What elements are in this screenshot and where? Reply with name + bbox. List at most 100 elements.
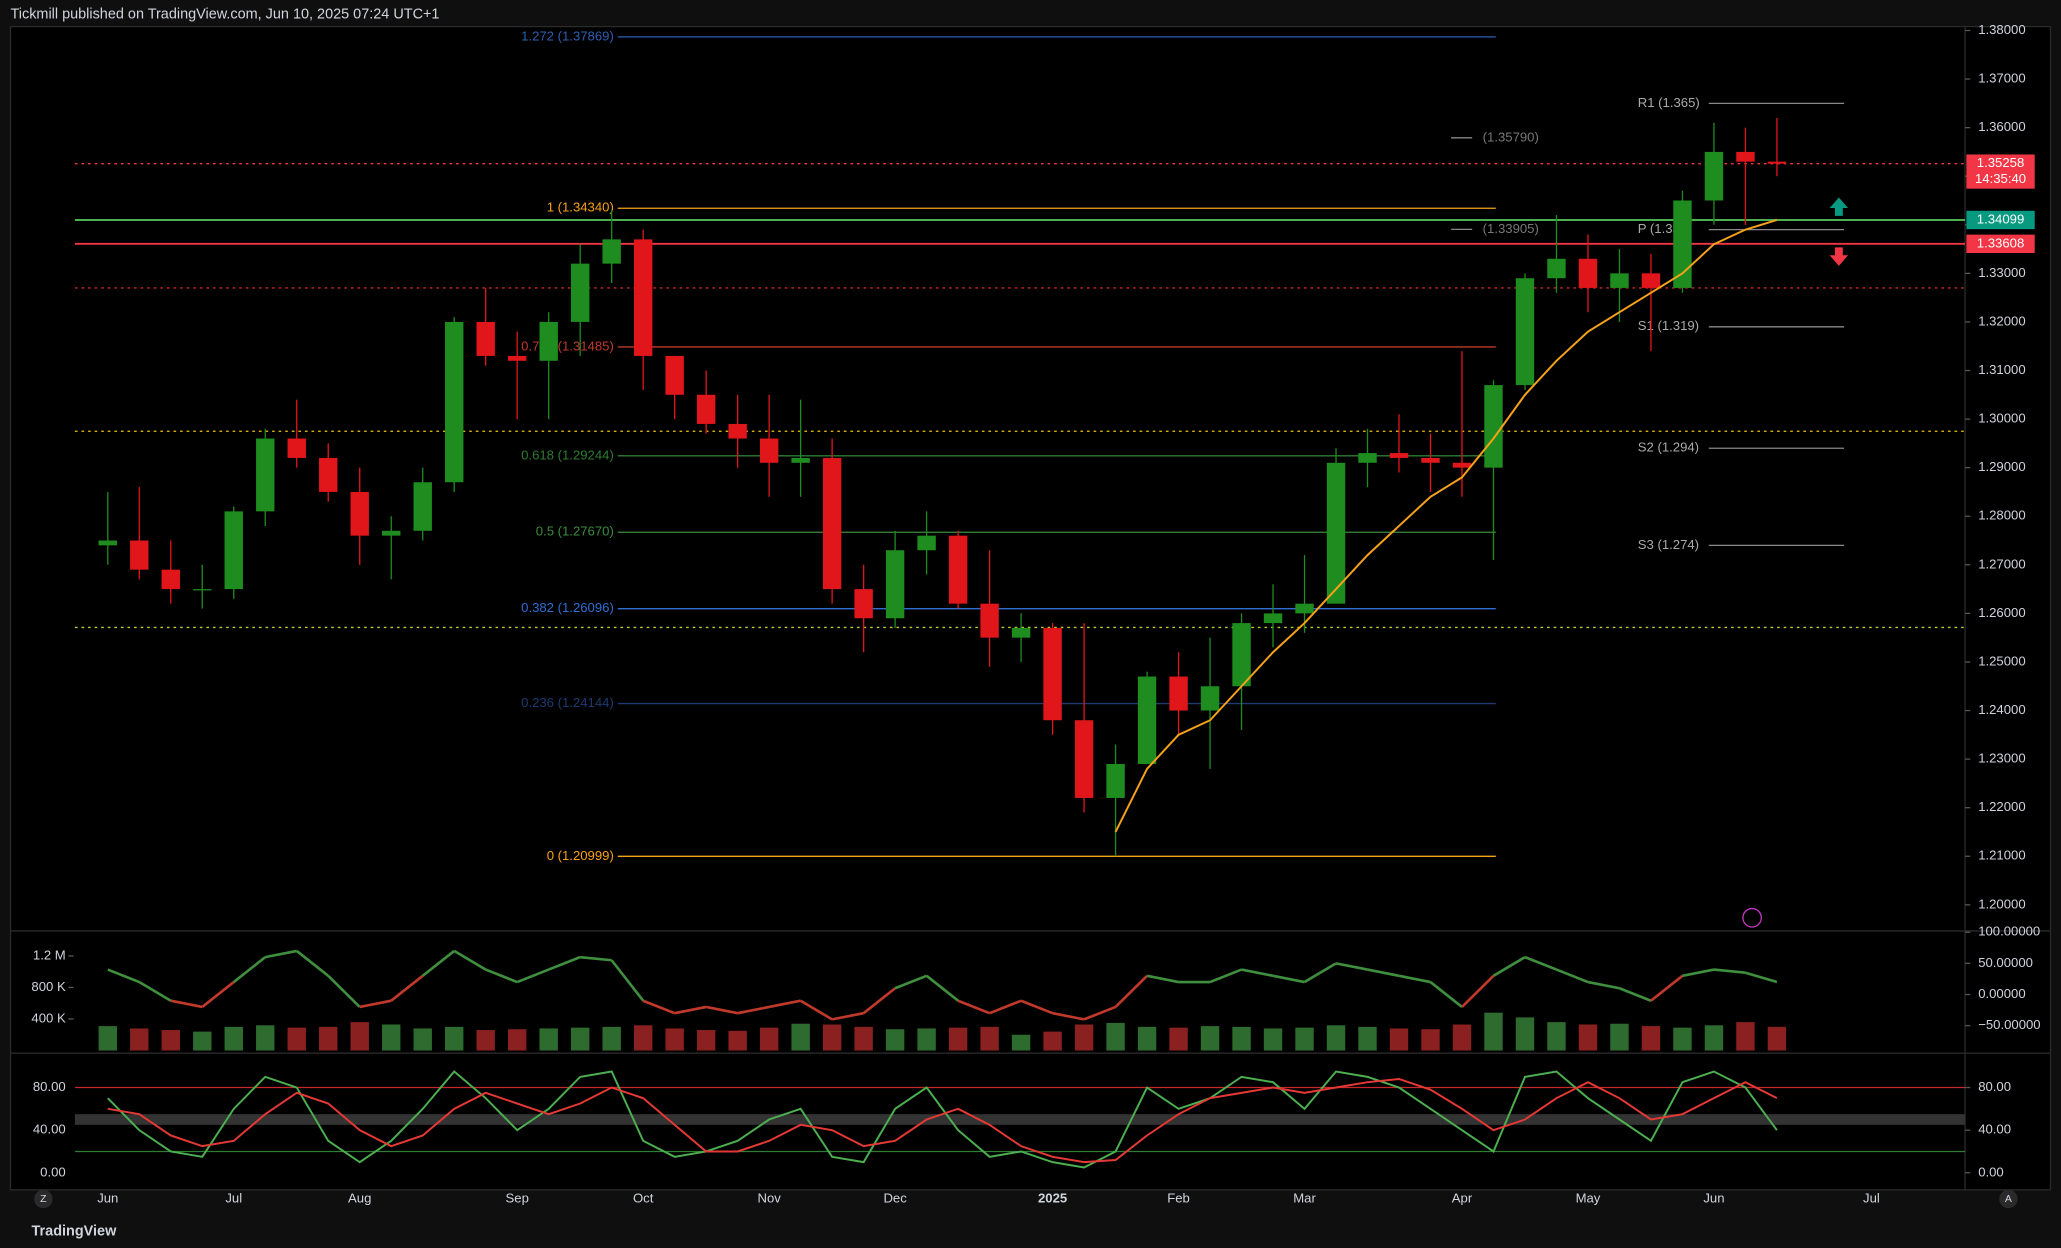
candle-body xyxy=(665,355,684,395)
oscillator-segment xyxy=(1052,1011,1085,1021)
candle-body xyxy=(98,540,117,546)
fib-label: 0.236 (1.24144) xyxy=(521,695,614,710)
oscillator-segment xyxy=(1492,956,1526,977)
y-tick-label: 1.20000 xyxy=(1978,896,2025,911)
volume-bar xyxy=(665,1028,684,1051)
candle-body xyxy=(1515,278,1535,386)
oscillator-segment xyxy=(610,959,645,1002)
candle-body xyxy=(1736,151,1755,162)
x-tick-label: Dec xyxy=(883,1191,907,1206)
candle-body xyxy=(822,457,842,590)
x-tick-label: Feb xyxy=(1167,1191,1190,1206)
candle-body xyxy=(696,394,716,424)
fib-label: 0.382 (1.26096) xyxy=(521,600,614,615)
oscillator-segment xyxy=(1745,971,1778,984)
y-tick-label: 1.30000 xyxy=(1978,411,2025,426)
candle-body xyxy=(1263,613,1283,624)
volume-bar xyxy=(1641,1026,1661,1051)
volume-bar xyxy=(319,1026,338,1051)
volume-bar xyxy=(696,1030,716,1051)
volume-bar xyxy=(1515,1017,1535,1051)
oscillator-segment xyxy=(768,999,801,1009)
y-tick-label: 1.32000 xyxy=(1978,313,2025,328)
stochastic-tick-label: 0.00 xyxy=(1978,1164,2004,1179)
x-tick-label: Jun xyxy=(1703,1191,1724,1206)
oscillator-segment xyxy=(232,956,267,984)
candle-body xyxy=(1137,676,1157,764)
volume-bar xyxy=(1074,1024,1094,1051)
stochastic-tick-label: 80.00 xyxy=(33,1079,66,1094)
candle-body xyxy=(1043,627,1062,721)
volume-bar xyxy=(382,1024,401,1051)
oscillator-segment xyxy=(107,968,140,984)
candle-body xyxy=(1106,763,1125,798)
y-tick-label: 1.31000 xyxy=(1978,362,2025,377)
candle-body xyxy=(885,550,905,619)
candle-body xyxy=(256,438,275,512)
footer-logo: TradingView xyxy=(32,1224,118,1240)
volume-bar xyxy=(256,1025,275,1051)
oscillator-segment xyxy=(1461,974,1495,1008)
up-arrow xyxy=(1829,197,1849,216)
pivot-label: S2 (1.294) xyxy=(1638,440,1699,455)
candle-body xyxy=(1673,200,1692,288)
volume-tick-label: 1.2 M xyxy=(33,947,66,962)
candle-body xyxy=(1578,258,1598,288)
volume-bar xyxy=(1326,1025,1346,1051)
x-tick-label: May xyxy=(1576,1191,1601,1206)
oscillator-segment xyxy=(925,974,959,1002)
candle-body xyxy=(476,321,495,356)
candle-body xyxy=(1074,720,1094,798)
moving-average xyxy=(1114,218,1778,833)
volume-bar xyxy=(917,1028,936,1051)
oscillator-segment xyxy=(453,949,487,971)
oscillator-segment xyxy=(894,974,928,990)
oscillator-segment xyxy=(1555,968,1589,984)
price-tag-label: 1.35258 xyxy=(1977,155,2024,170)
y-tick-label: 1.37000 xyxy=(1978,71,2025,86)
oscillator-segment xyxy=(264,949,297,959)
volume-bar xyxy=(948,1027,968,1051)
pivot-label: R1 (1.365) xyxy=(1638,95,1700,110)
candle-body xyxy=(382,530,401,536)
button-label[interactable]: A xyxy=(2005,1193,2012,1205)
volume-bar xyxy=(728,1030,747,1051)
oscillator-segment xyxy=(1083,1005,1117,1021)
volume-bar xyxy=(350,1022,369,1051)
oscillator-segment xyxy=(989,999,1022,1015)
x-tick-label: Jul xyxy=(225,1191,242,1206)
fib-label: 0 (1.20999) xyxy=(547,848,614,863)
button[interactable] xyxy=(34,1189,53,1209)
volume-bar xyxy=(1452,1024,1472,1051)
oscillator-segment xyxy=(1335,962,1368,971)
candle-body xyxy=(413,482,432,531)
button-label[interactable]: Z xyxy=(40,1193,47,1205)
volume-bar xyxy=(1389,1028,1409,1051)
oscillator-segment xyxy=(1367,968,1400,978)
volume-bar xyxy=(791,1023,810,1051)
volume-bar xyxy=(1673,1027,1692,1051)
volume-bar xyxy=(1200,1026,1220,1051)
volume-bar xyxy=(98,1026,117,1051)
candle-body xyxy=(1547,258,1566,279)
price-tag-label: 1.34099 xyxy=(1977,211,2024,226)
volume-tick-label: 800 K xyxy=(31,979,66,994)
oscillator-segment xyxy=(831,1011,864,1021)
volume-bar xyxy=(445,1026,464,1051)
y-tick-label: 1.21000 xyxy=(1978,848,2025,863)
y-tick-label: 1.27000 xyxy=(1978,556,2025,571)
candle-body xyxy=(193,589,212,591)
candle-body xyxy=(759,438,779,463)
button[interactable] xyxy=(1999,1189,2018,1209)
volume-bar xyxy=(1358,1026,1377,1051)
candle-body xyxy=(1704,151,1724,201)
candle-body xyxy=(224,511,243,590)
volume-tick-label: 400 K xyxy=(31,1010,66,1025)
oscillator-segment xyxy=(138,980,172,1002)
candle-body xyxy=(1169,676,1188,711)
x-tick-label: 2025 xyxy=(1038,1191,1067,1206)
oscillator-segment xyxy=(1303,962,1337,984)
candle-body xyxy=(130,540,149,570)
volume-bar xyxy=(413,1028,432,1051)
